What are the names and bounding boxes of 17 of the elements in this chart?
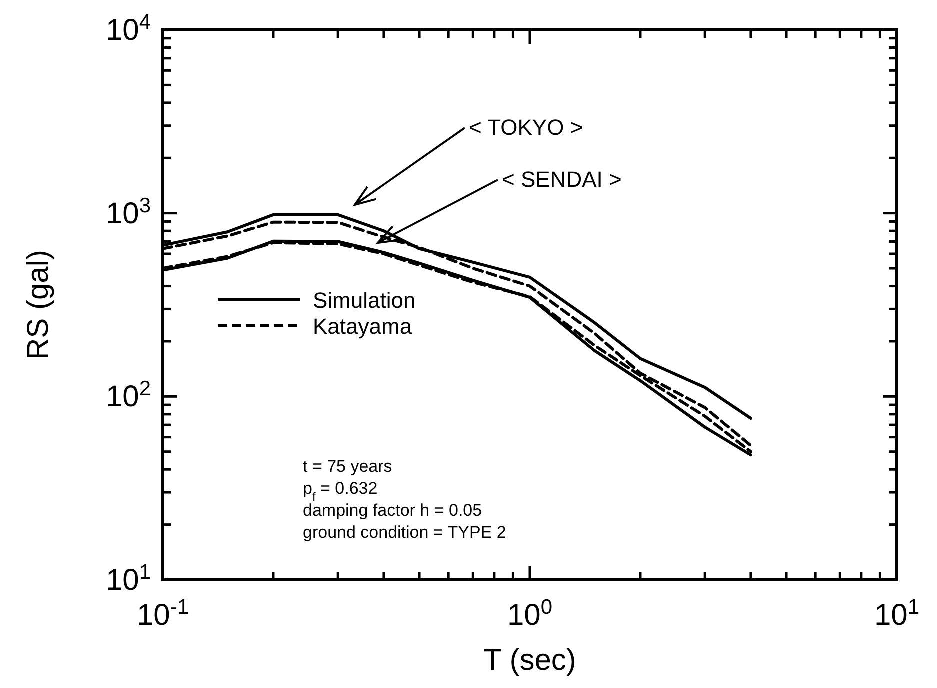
y-tick-label: 10$^{2}$ [106,377,151,414]
annotation: damping factor h = 0.05 [303,501,482,520]
annotation: t = 75 years [303,457,392,476]
annotation: ground condition = TYPE 2 [303,523,506,542]
y-tick-label: 10$^{3}$ [106,194,151,230]
x-tick-label: 10$^{0}$ [507,596,553,632]
annotation: < TOKYO > [469,115,584,140]
annotation: p$_{f}$ = 0.632 [303,479,378,504]
legend-label: Simulation [313,288,416,313]
y-axis-title: RS (gal) [22,250,55,360]
annotation: < SENDAI > [502,167,622,192]
x-tick-label: 10$^{1}$ [874,596,920,632]
x-tick-label: 10$^{-1}$ [136,596,190,632]
legend-label: Katayama [313,314,413,339]
x-axis-title: T (sec) [484,644,576,677]
y-tick-label: 10$^{4}$ [106,10,152,47]
y-tick-label: 10$^{1}$ [106,560,151,597]
